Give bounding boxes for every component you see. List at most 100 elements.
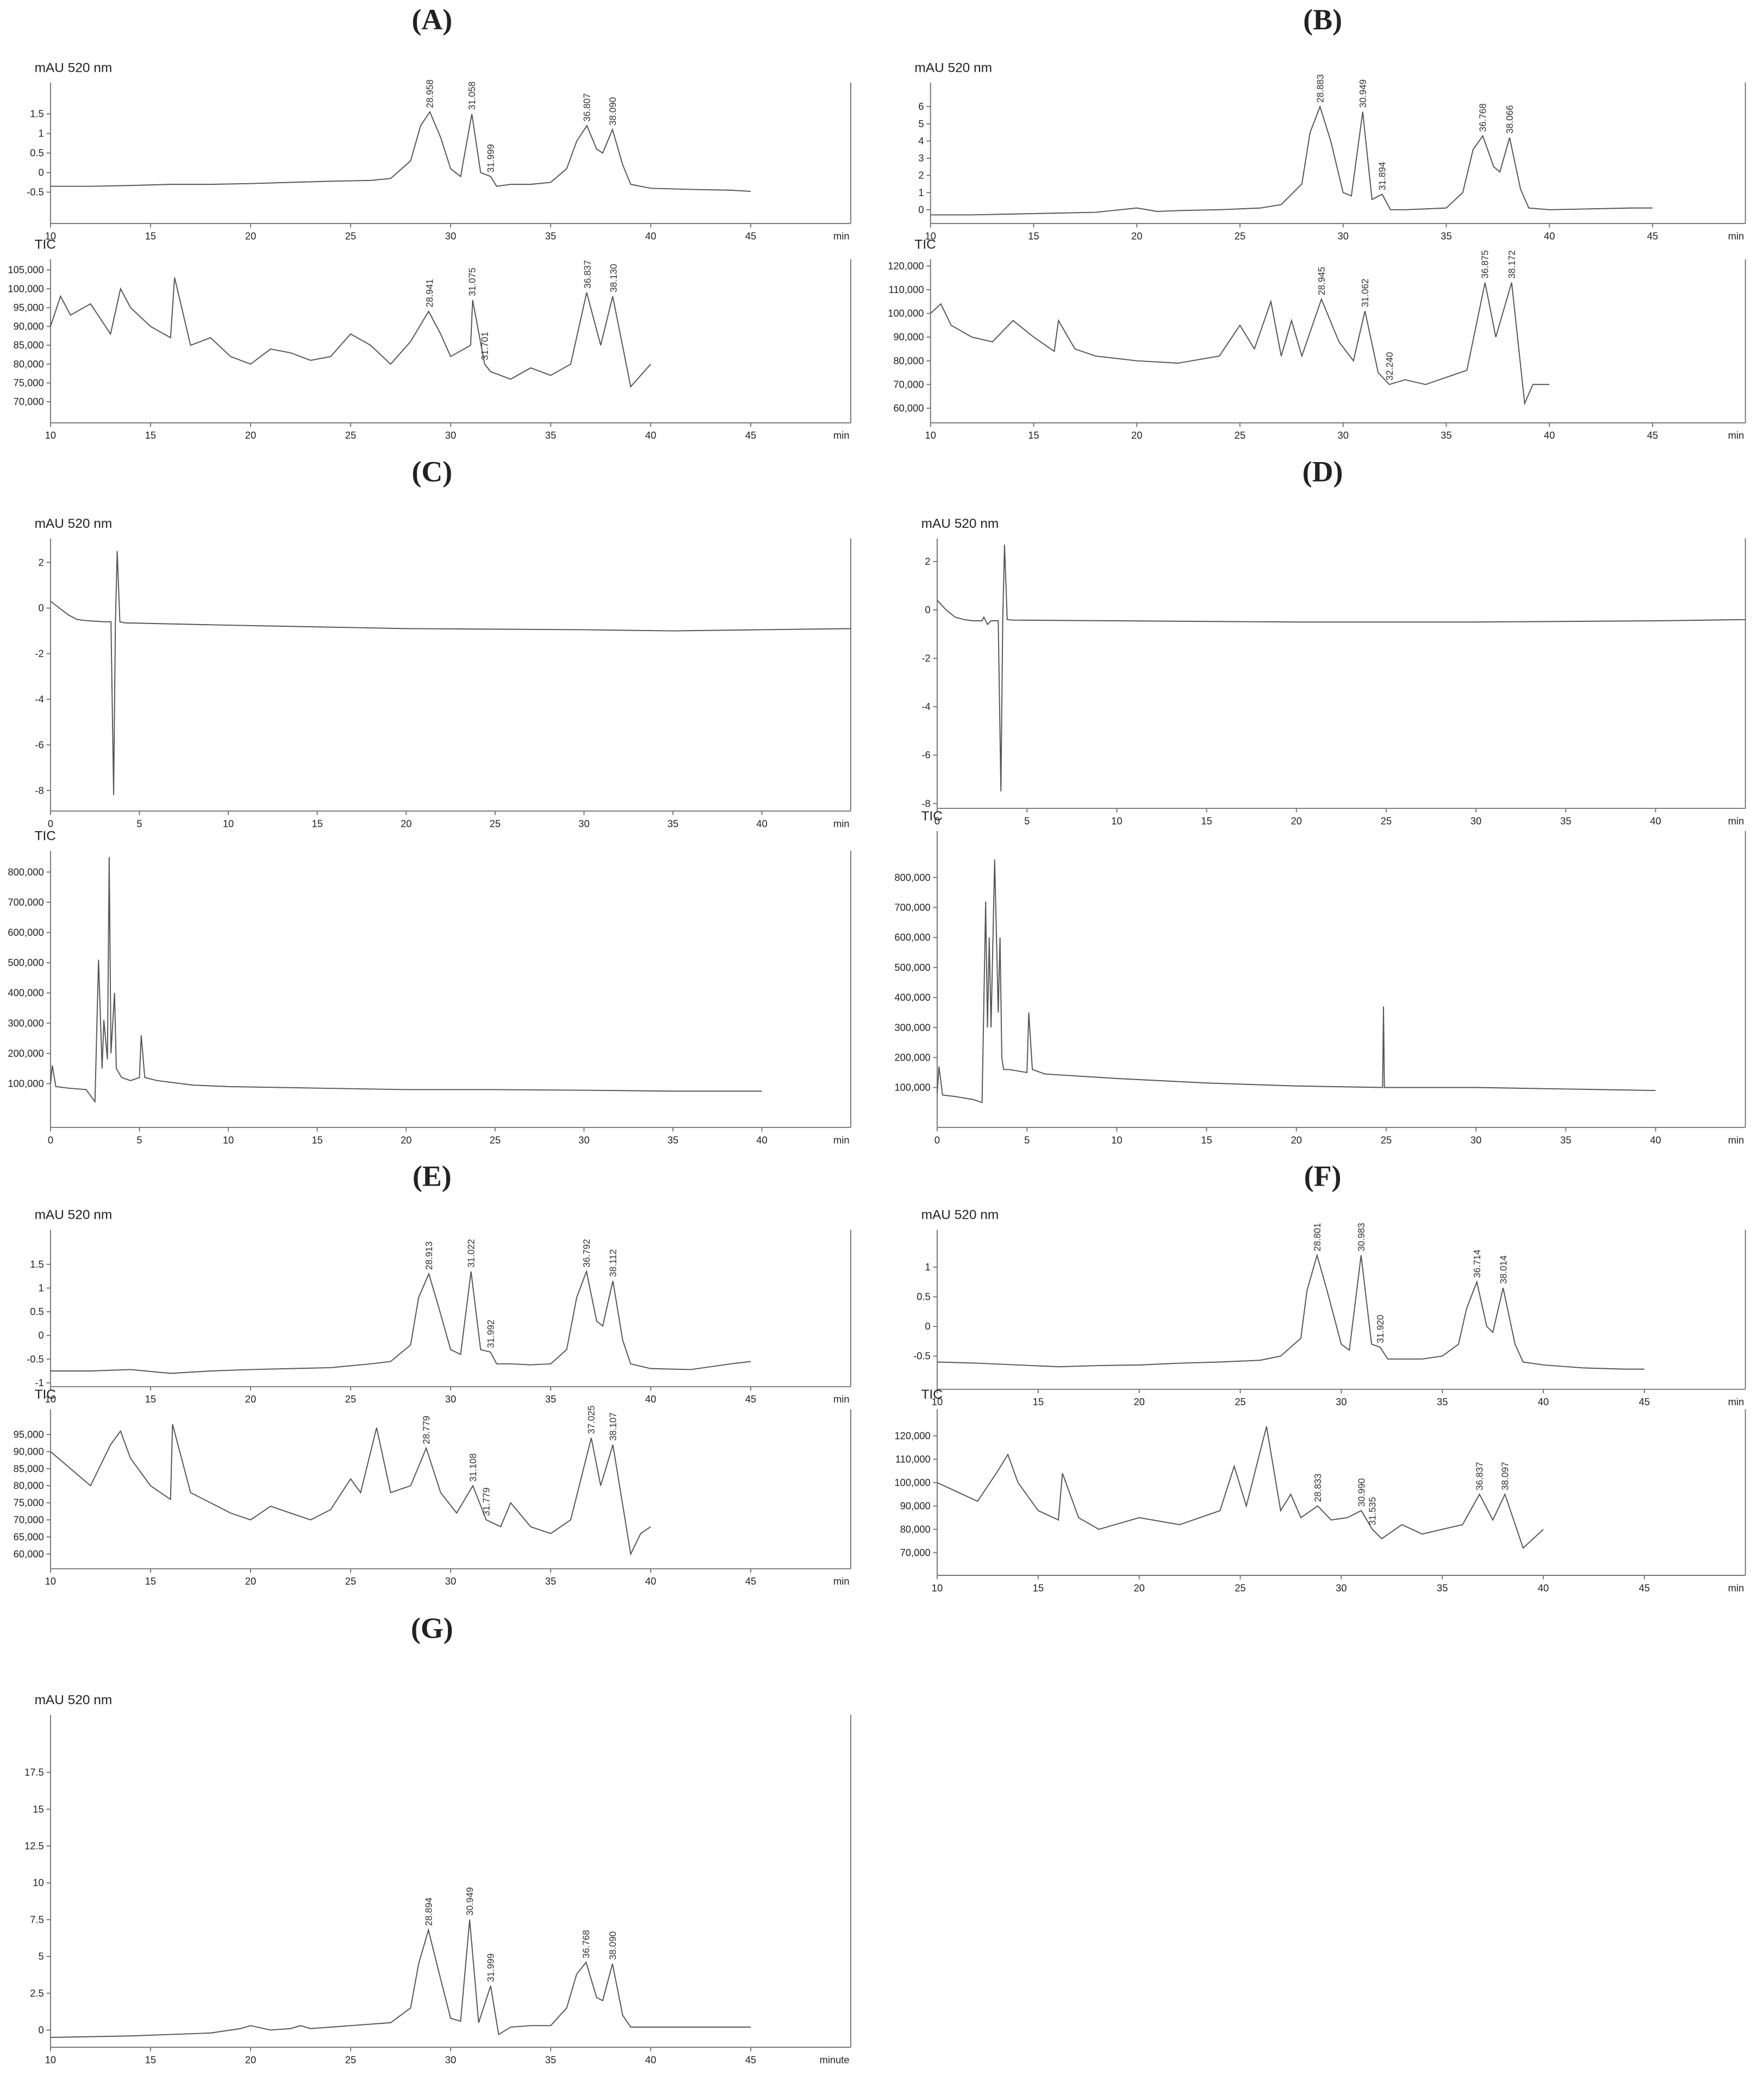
x-tick-label: 25 [345,2054,356,2065]
y-tick-label: -6 [35,739,43,750]
y-tick-label: 2 [38,557,43,568]
y-tick-label: 10 [33,1877,43,1888]
x-tick-label: 35 [1441,429,1451,441]
y-tick-label: 1.5 [30,108,43,120]
chromatogram-trace [50,1424,651,1556]
x-tick-label: 30 [445,1575,456,1587]
x-tick-label: 40 [1538,1396,1549,1407]
y-tick-label: 70,000 [14,396,44,407]
x-tick-label: 15 [1201,1134,1212,1145]
x-tick-label: 25 [1235,429,1245,441]
x-axis-unit: min [1728,815,1744,826]
x-tick-label: 30 [1470,1134,1481,1145]
x-tick-label: 5 [136,1134,142,1145]
chromatogram-trace [50,1919,751,2038]
x-tick-label: 20 [245,429,256,441]
y-tick-label: 85,000 [14,1463,44,1474]
y-tick-label: 17.5 [24,1767,44,1778]
x-tick-label: 30 [445,1393,456,1405]
peak-label: 31.779 [482,1487,492,1516]
x-tick-label: 25 [345,1393,356,1405]
y-tick-label: -4 [35,694,43,705]
peak-label: 38.130 [608,264,619,292]
x-tick-label: 40 [645,429,656,441]
x-tick-label: 10 [925,429,936,441]
x-tick-label: 10 [925,230,936,241]
y-tick-label: -6 [921,749,930,761]
y-tick-label: 0 [925,1320,931,1332]
y-tick-label: 60,000 [14,1548,44,1560]
y-tick-label: 90,000 [14,321,44,332]
chromatogram-trace [49,277,651,388]
x-axis-unit: min [833,1575,850,1587]
peak-label: 36.768 [581,1930,591,1958]
x-tick-label: 25 [345,230,356,241]
x-tick-label: 10 [45,429,56,441]
x-tick-label: 10 [1111,815,1122,826]
x-tick-label: 40 [645,1393,656,1405]
y-axis-label: TIC [921,1387,943,1402]
peak-label: 38.112 [608,1249,619,1277]
x-tick-label: 10 [45,230,56,241]
peak-label: 30.949 [465,1887,475,1916]
x-tick-label: 30 [445,230,456,241]
x-tick-label: 45 [745,230,756,241]
y-tick-label: 0 [38,602,43,614]
y-tick-label: 110,000 [889,284,924,295]
x-tick-label: 35 [545,1575,556,1587]
x-tick-label: 20 [401,1134,412,1145]
y-axis-label: TIC [35,1387,56,1402]
x-tick-label: 30 [578,1134,589,1145]
peak-label: 38.097 [1500,1462,1510,1490]
y-tick-label: 1 [925,1261,931,1273]
y-tick-label: -2 [35,648,43,659]
y-tick-label: 60,000 [893,402,924,414]
peak-label: 31.062 [1360,278,1370,307]
y-tick-label: 400,000 [8,987,43,999]
y-tick-label: 2 [918,170,924,181]
y-tick-label: 75,000 [14,1497,44,1508]
x-tick-label: 45 [745,1393,756,1405]
chromatogram-trace [930,105,1653,216]
y-tick-label: 90,000 [900,1500,931,1511]
x-tick-label: 20 [245,1393,256,1405]
peak-label: 38.090 [608,1931,618,1960]
x-tick-label: 15 [1033,1396,1044,1407]
x-tick-label: 45 [1647,429,1658,441]
chromatogram-trace [49,857,762,1104]
y-tick-label: 110,000 [895,1453,931,1464]
x-tick-label: 25 [1235,230,1245,241]
peak-label: 36.768 [1478,103,1488,132]
peak-label: 31.992 [485,1319,496,1348]
x-tick-label: 15 [145,230,156,241]
peak-label: 28.945 [1317,267,1327,295]
x-tick-label: 35 [1560,815,1571,826]
chromatogram-trace [937,1253,1644,1370]
x-axis-unit: min [1728,1396,1744,1407]
y-tick-label: 100,000 [8,1077,43,1089]
peak-label: 28.958 [425,79,435,108]
x-tick-label: 35 [1437,1396,1448,1407]
y-tick-label: 0 [918,204,924,215]
y-axis-label: mAU 520 nm [921,516,999,531]
y-axis-label: TIC [35,829,56,844]
y-tick-label: 0 [38,1330,43,1341]
y-tick-label: 12.5 [24,1840,44,1852]
y-tick-label: 100,000 [888,308,924,319]
y-axis-label: mAU 520 nm [35,516,113,531]
y-tick-label: 2.5 [30,1987,43,1999]
y-axis-label: mAU 520 nm [921,1208,999,1223]
x-tick-label: 25 [1235,1396,1245,1407]
x-tick-label: 15 [145,2054,156,2065]
x-tick-label: 35 [545,1393,556,1405]
y-tick-label: 80,000 [893,355,924,366]
x-tick-label: 15 [145,1575,156,1587]
x-tick-label: 20 [1133,1396,1144,1407]
peak-label: 31.108 [468,1453,478,1481]
y-tick-label: -4 [921,701,930,712]
x-tick-label: 35 [545,429,556,441]
chromatogram-trace [50,1269,751,1374]
y-tick-label: -0.5 [913,1350,931,1362]
x-tick-label: 30 [1336,1396,1347,1407]
